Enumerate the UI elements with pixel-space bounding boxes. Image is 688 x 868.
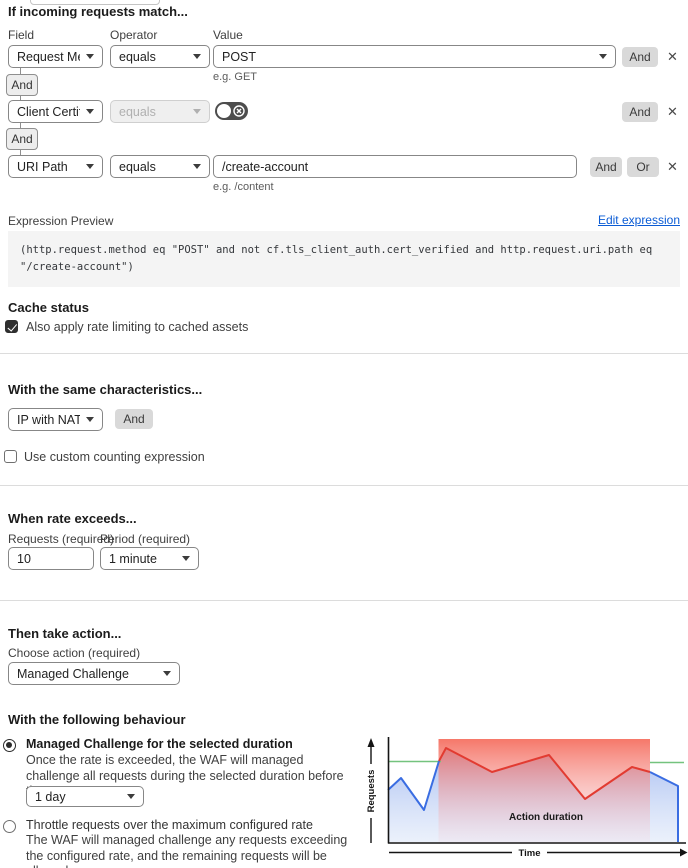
custom-counting-checkbox-label[interactable]: Use custom counting expression [24, 450, 205, 464]
custom-counting-checkbox[interactable] [4, 450, 17, 463]
y-arrow-icon [367, 738, 375, 747]
cutoff-element-fragment [30, 0, 160, 5]
field-select-1[interactable]: Request Meth... [8, 45, 103, 68]
chevron-down-icon [182, 556, 190, 561]
expression-code: (http.request.method eq "POST" and not c… [8, 231, 680, 287]
connector-and-badge-2[interactable]: And [6, 128, 38, 150]
toggle-off-x-icon [233, 105, 245, 117]
row3-close-icon[interactable]: ✕ [667, 159, 678, 174]
row1-and-button[interactable]: And [622, 47, 658, 67]
characteristics-and-button[interactable]: And [115, 409, 153, 429]
behaviour-radio-duration[interactable] [3, 739, 16, 752]
behaviour-option-1-label[interactable]: Managed Challenge for the selected durat… [26, 737, 293, 751]
operator-select-2-disabled: equals [110, 100, 210, 123]
row3-or-button[interactable]: Or [627, 157, 659, 177]
field-column-label: Field [8, 28, 35, 42]
characteristic-select[interactable]: IP with NAT s... [8, 408, 103, 431]
requests-line-before [387, 760, 440, 811]
row2-and-button[interactable]: And [622, 102, 658, 122]
behaviour-heading: With the following behaviour [8, 712, 186, 727]
value-combobox-1[interactable]: POST [213, 45, 616, 68]
operator-column-label: Operator [110, 28, 158, 42]
characteristic-select-value: IP with NAT s... [17, 412, 80, 427]
chevron-down-icon [86, 54, 94, 59]
action-select-value: Managed Challenge [17, 666, 129, 681]
action-behaviour-chart: Requests Action duration Time [366, 737, 688, 859]
row3-and-button[interactable]: And [590, 157, 622, 177]
requests-label: Requests (required) [8, 532, 115, 546]
row1-value-hint: e.g. GET [213, 71, 258, 83]
requests-line-after [649, 771, 679, 842]
chevron-down-icon [599, 54, 607, 59]
duration-select-value: 1 day [35, 789, 66, 804]
connector-and-badge-1[interactable]: And [6, 74, 38, 96]
behaviour-radio-throttle[interactable] [3, 820, 16, 833]
x-arrow-icon [680, 848, 688, 857]
chevron-down-icon [193, 54, 201, 59]
period-label: Period (required) [100, 532, 191, 546]
duration-select[interactable]: 1 day [26, 786, 144, 807]
operator-select-1-value: equals [119, 49, 156, 64]
operator-select-2-value: equals [119, 104, 156, 119]
section-divider [0, 353, 688, 354]
chevron-down-icon [193, 164, 201, 169]
rate-heading: When rate exceeds... [8, 511, 137, 526]
cert-verified-toggle[interactable] [215, 102, 248, 120]
action-duration-annotation: Action duration [509, 812, 583, 823]
section-divider [0, 600, 688, 601]
toggle-knob [217, 104, 231, 118]
row1-close-icon[interactable]: ✕ [667, 49, 678, 64]
behaviour-option-2-description: The WAF will managed challenge any reque… [26, 833, 348, 868]
uri-path-value-input[interactable] [213, 155, 577, 178]
operator-select-1[interactable]: equals [110, 45, 210, 68]
operator-select-3-value: equals [119, 159, 156, 174]
value-combobox-1-value: POST [222, 49, 257, 64]
chevron-down-icon [86, 164, 94, 169]
match-heading: If incoming requests match... [8, 4, 188, 19]
chevron-down-icon [193, 109, 201, 114]
requests-input[interactable] [8, 547, 94, 570]
operator-select-3[interactable]: equals [110, 155, 210, 178]
field-select-2-value: Client Certific... [17, 104, 80, 119]
value-column-label: Value [213, 28, 243, 42]
period-select[interactable]: 1 minute [100, 547, 199, 570]
row2-close-icon[interactable]: ✕ [667, 104, 678, 119]
chevron-down-icon [86, 109, 94, 114]
field-select-3[interactable]: URI Path [8, 155, 103, 178]
choose-action-label: Choose action (required) [8, 646, 141, 660]
row3-value-hint: e.g. /content [213, 181, 274, 193]
edit-expression-link[interactable]: Edit expression [597, 213, 680, 227]
expression-preview-label: Expression Preview [8, 214, 114, 228]
field-select-2[interactable]: Client Certific... [8, 100, 103, 123]
cache-assets-checkbox[interactable] [5, 320, 18, 333]
action-duration-region [438, 739, 650, 843]
action-select[interactable]: Managed Challenge [8, 662, 180, 685]
x-axis-label: Time [518, 848, 540, 859]
characteristics-heading: With the same characteristics... [8, 382, 203, 397]
field-select-1-value: Request Meth... [17, 49, 80, 64]
y-axis-label: Requests [366, 770, 377, 813]
section-divider [0, 485, 688, 486]
chevron-down-icon [86, 417, 94, 422]
cache-status-heading: Cache status [8, 300, 89, 315]
requests-line-during [438, 747, 651, 800]
chevron-down-icon [163, 671, 171, 676]
cache-assets-checkbox-label[interactable]: Also apply rate limiting to cached asset… [26, 320, 249, 334]
period-select-value: 1 minute [109, 551, 157, 566]
field-select-3-value: URI Path [17, 159, 68, 174]
action-heading: Then take action... [8, 626, 122, 641]
chevron-down-icon [127, 794, 135, 799]
behaviour-option-2-label[interactable]: Throttle requests over the maximum confi… [26, 818, 313, 832]
